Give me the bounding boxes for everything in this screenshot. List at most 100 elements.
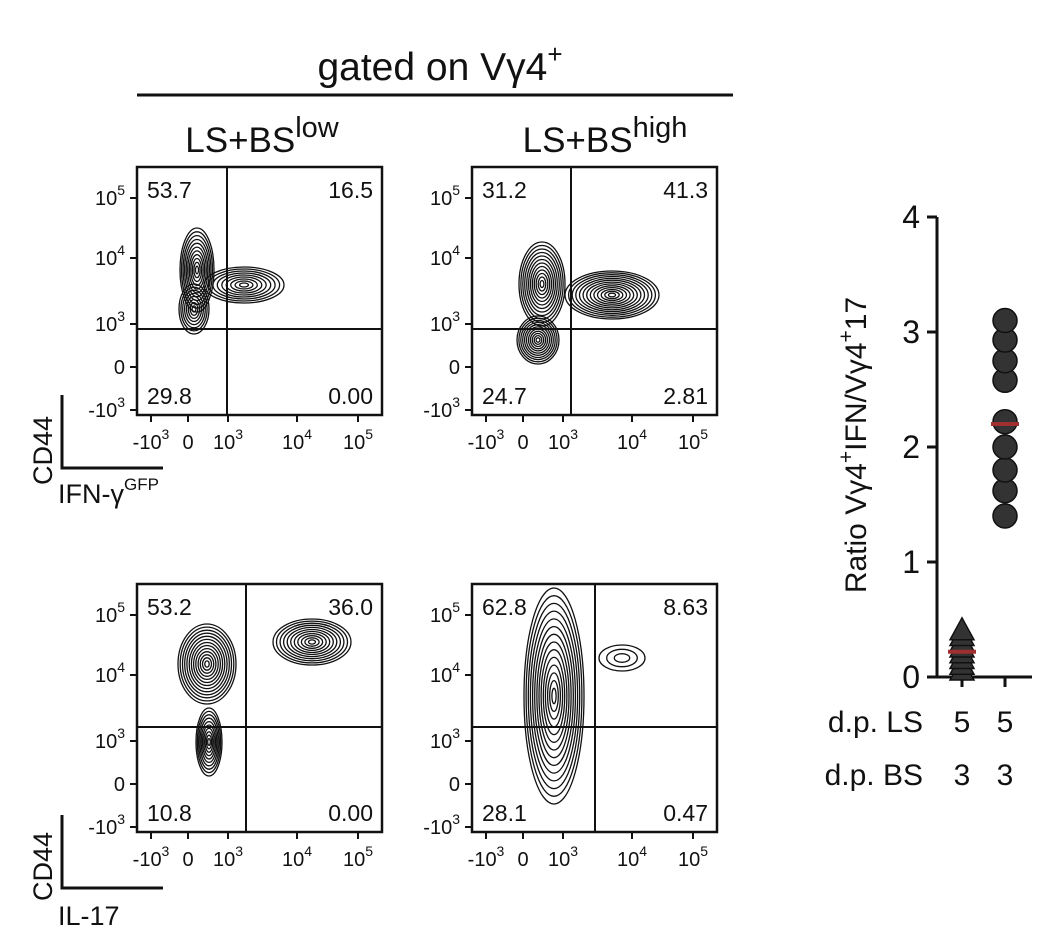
ratio-y-tick-label: 0 [902, 659, 920, 695]
contour-line [538, 641, 570, 751]
contour-line [598, 644, 646, 672]
contour-line [567, 272, 657, 318]
x-tick-label-base: -10 [468, 849, 497, 871]
x-tick-label: 104 [282, 426, 312, 454]
y-tick-label-exp: 5 [117, 182, 125, 198]
contour-line [200, 720, 218, 764]
contour-line [539, 279, 545, 289]
contour-line [207, 268, 281, 302]
y-tick-label: 105 [95, 599, 125, 627]
y-tick-label: 103 [95, 308, 125, 336]
contour-line [201, 724, 217, 760]
y-tick-label-base: -10 [423, 400, 452, 422]
x-tick-label-base: 10 [213, 432, 235, 454]
quadrant-lower-right-value: 0.00 [328, 383, 373, 409]
x-tick-label-exp: 4 [639, 426, 647, 442]
ratio-ylabel-t1: Ratio Vγ4 [840, 463, 873, 593]
x-tick-label-exp: 5 [365, 843, 373, 859]
plot-frame [135, 165, 384, 417]
contour-line [589, 283, 635, 307]
ratio-ylabel-s1: + [835, 451, 858, 463]
x-tick-label: -103 [468, 843, 505, 871]
contour-line [535, 337, 541, 343]
contour-line [516, 315, 560, 365]
contour-line [182, 234, 212, 306]
contour-group [516, 241, 660, 365]
contour-line [531, 618, 577, 774]
y-tick-label: -103 [88, 394, 125, 422]
contour-line [192, 644, 222, 684]
contour-line [540, 649, 568, 743]
contour-line [542, 656, 566, 736]
x-tick-label-base: 10 [213, 849, 235, 871]
x-tick-label-exp: 3 [570, 426, 578, 442]
contour-line [234, 280, 254, 290]
contour-line [533, 334, 543, 346]
contour-line [307, 639, 317, 645]
contour-line [216, 272, 272, 298]
x-tick-label-base: 10 [617, 849, 639, 871]
quadrant-upper-right-value: 41.3 [663, 177, 708, 203]
y-tick-label: 105 [95, 182, 125, 210]
contour-line [523, 324, 553, 356]
y-tick-label: 105 [430, 599, 460, 627]
x-tick-label-exp: 4 [304, 426, 312, 442]
y-tick-label-base: -10 [88, 817, 117, 839]
contour-line [529, 610, 579, 782]
contour-line [204, 731, 214, 753]
contour-line [536, 633, 572, 759]
x-tick-label-base: 10 [678, 432, 700, 454]
ratio-ylabel-t2: IFN/Vγ4 [840, 342, 873, 450]
category-ls-group2: 5 [997, 706, 1014, 739]
y-tick-label-exp: 3 [452, 811, 460, 827]
y-tick-label-base: -10 [88, 400, 117, 422]
x-tick-label-base: 10 [343, 432, 365, 454]
x-tick-label-exp: 5 [700, 843, 708, 859]
contour-line [181, 629, 233, 699]
axis-corner-row2 [60, 815, 163, 890]
contour-line [190, 254, 204, 286]
y-tick-label: 0 [449, 774, 460, 796]
contour-line [304, 637, 320, 647]
contour-line [551, 687, 557, 705]
contour-line [522, 321, 554, 359]
y-tick-label: -103 [423, 394, 460, 422]
quadrant-lower-right-value: 0.00 [328, 800, 373, 826]
plot-frame [135, 582, 384, 834]
contour-line [582, 279, 642, 311]
x-tick-label-base: 10 [282, 849, 304, 871]
contour-line [535, 272, 549, 296]
xlabel-il17-row2: IL-17 [58, 901, 120, 931]
contour-line [529, 330, 547, 350]
contour-line [546, 672, 562, 720]
x-tick-label-exp: 3 [497, 426, 505, 442]
y-tick-label-base: 0 [114, 774, 125, 796]
y-tick-label: -103 [423, 811, 460, 839]
quadrant-upper-right-value: 36.0 [328, 594, 373, 620]
column-title-low-base: LS+BS [185, 121, 295, 160]
contour-line [518, 241, 566, 327]
x-tick-label-base: 10 [548, 432, 570, 454]
xlabel-ifn-sup: GFP [124, 475, 159, 494]
x-tick-label: 0 [182, 432, 193, 454]
category-bs-group1: 3 [954, 759, 971, 792]
column-title-low-sup: low [295, 112, 340, 144]
contour-line [531, 332, 545, 348]
contour-line [190, 641, 224, 687]
contour-line [230, 278, 258, 292]
x-tick-label: 104 [617, 843, 647, 871]
contour-line [188, 638, 226, 690]
x-tick-label-base: -10 [133, 432, 162, 454]
column-title-low: LS+BSlow [185, 112, 340, 160]
y-tick-label-base: 10 [430, 188, 452, 210]
y-tick-label-exp: 5 [452, 599, 460, 615]
y-tick-label: 0 [449, 357, 460, 379]
y-tick-label-exp: 3 [452, 725, 460, 741]
data-point-triangle [948, 616, 976, 641]
data-point-circle [992, 503, 1018, 529]
figure-header: gated on Vγ4+ [317, 39, 562, 89]
x-tick-label: 103 [213, 426, 243, 454]
x-tick-label-exp: 5 [365, 426, 373, 442]
contour-line [191, 257, 203, 283]
